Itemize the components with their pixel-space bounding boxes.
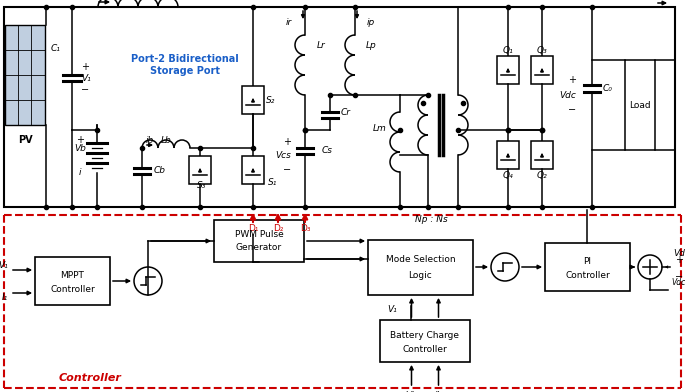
Text: Controller: Controller [565,270,610,279]
Text: Vdc: Vdc [673,249,685,258]
Text: Q₃: Q₃ [536,45,547,54]
Text: Generator: Generator [236,243,282,252]
Bar [497,141,519,169]
Text: PI: PI [584,256,592,265]
Text: Vdc,ref: Vdc,ref [671,278,685,287]
Bar [545,243,630,291]
Text: PWM Pulse: PWM Pulse [235,229,284,238]
Text: Cs: Cs [321,145,332,154]
Text: Cr: Cr [341,107,351,116]
Text: Vb: Vb [74,143,86,152]
Text: +: + [568,75,576,85]
Text: +: + [283,137,291,147]
Text: PV: PV [18,135,32,145]
Bar [380,320,470,362]
Bar [368,240,473,295]
Text: Vdc: Vdc [560,91,577,100]
Text: Mode Selection: Mode Selection [386,256,456,265]
Text: Lb: Lb [160,136,171,145]
Bar [625,60,655,150]
Bar [531,141,553,169]
Bar [242,86,264,114]
Text: S₃: S₃ [197,180,207,189]
Text: Load: Load [630,100,651,109]
Text: ir: ir [286,18,292,27]
Text: Logic: Logic [409,270,432,279]
Bar [189,156,211,184]
Text: +: + [81,62,89,72]
Bar [531,56,553,84]
Text: Lm: Lm [373,123,387,132]
Text: V₁: V₁ [388,305,397,314]
Text: +: + [76,135,84,145]
Bar [35,257,110,305]
Text: −: − [81,85,89,95]
Text: Cb: Cb [154,165,166,174]
Text: D₁: D₁ [248,223,258,232]
Circle shape [491,253,519,281]
Bar [242,156,264,184]
Text: S₁: S₁ [269,178,277,187]
Text: Q₄: Q₄ [503,171,513,180]
Text: Port-2 Bidirectional
Storage Port: Port-2 Bidirectional Storage Port [131,54,239,76]
Text: Lr: Lr [316,40,325,49]
Text: −: − [675,272,683,282]
Text: +: + [675,255,683,265]
Text: Port-1 Unidirectional Source Port: Port-1 Unidirectional Source Port [97,0,293,1]
Text: −: − [568,105,576,115]
Bar [214,220,304,262]
Text: Controller: Controller [58,373,121,383]
Text: Controller: Controller [50,285,95,294]
Text: S₂: S₂ [266,96,275,105]
Circle shape [638,255,662,279]
Bar [5,25,45,125]
Text: D₃: D₃ [300,223,310,232]
Text: Port-3 Bidirectional Load Port: Port-3 Bidirectional Load Port [442,0,618,1]
Circle shape [134,267,162,295]
Text: −: − [283,165,291,175]
Text: ip: ip [367,18,375,27]
Text: V₁: V₁ [81,74,91,82]
Text: Battery Charge: Battery Charge [390,332,460,341]
Text: Q₂: Q₂ [536,171,547,180]
Text: MPPT: MPPT [60,270,84,279]
Text: D₂: D₂ [273,223,284,232]
Text: ib: ib [146,136,154,145]
Text: Vcs: Vcs [275,151,291,160]
Text: Np : Ns: Np : Ns [414,214,447,223]
Bar [497,56,519,84]
Text: C₁: C₁ [51,44,61,53]
Text: Lp: Lp [366,40,376,49]
Text: I₁: I₁ [2,292,8,301]
Text: C₀: C₀ [603,83,613,93]
Text: V₁: V₁ [0,261,8,270]
Text: i: i [79,167,82,176]
Text: Controller: Controller [403,345,447,354]
Text: Q₁: Q₁ [503,45,513,54]
Bar [4,7,675,207]
